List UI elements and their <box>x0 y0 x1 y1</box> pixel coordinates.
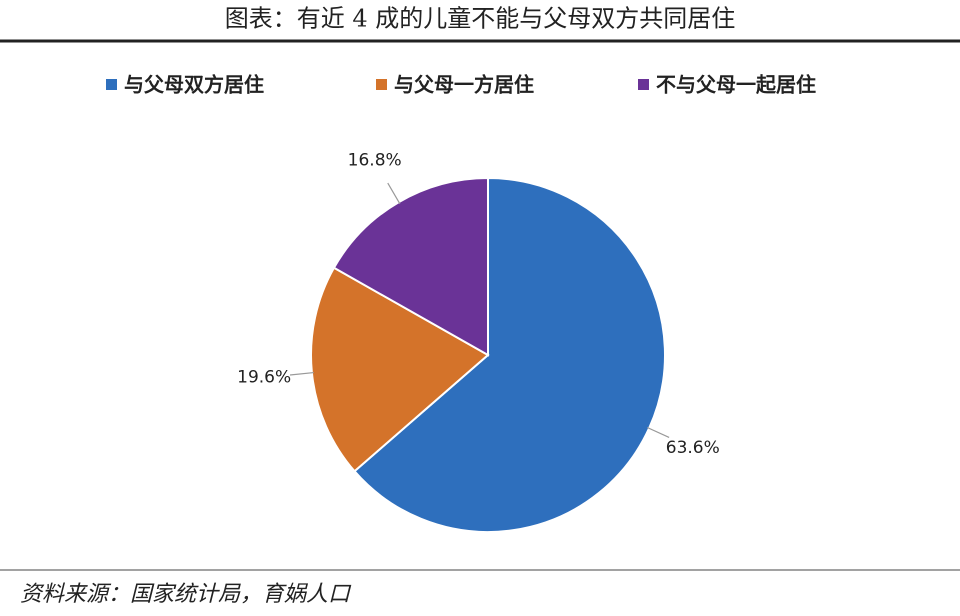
data-label: 63.6% <box>666 438 720 458</box>
source-note: 资料来源：国家统计局，育娲人口 <box>20 582 352 607</box>
leader-line <box>647 426 670 439</box>
legend-swatch <box>638 79 649 90</box>
legend-label: 与父母一方居住 <box>394 73 534 97</box>
legend-swatch <box>376 79 387 90</box>
legend-label: 不与父母一起居住 <box>656 73 816 97</box>
chart-title: 图表：有近 4 成的儿童不能与父母双方共同居住 <box>225 5 736 33</box>
legend-label: 与父母双方居住 <box>124 73 264 97</box>
legend-swatch <box>106 79 117 90</box>
leader-line <box>289 371 314 376</box>
data-label: 19.6% <box>237 368 291 388</box>
data-label: 16.8% <box>348 151 402 171</box>
leader-line <box>387 182 401 205</box>
